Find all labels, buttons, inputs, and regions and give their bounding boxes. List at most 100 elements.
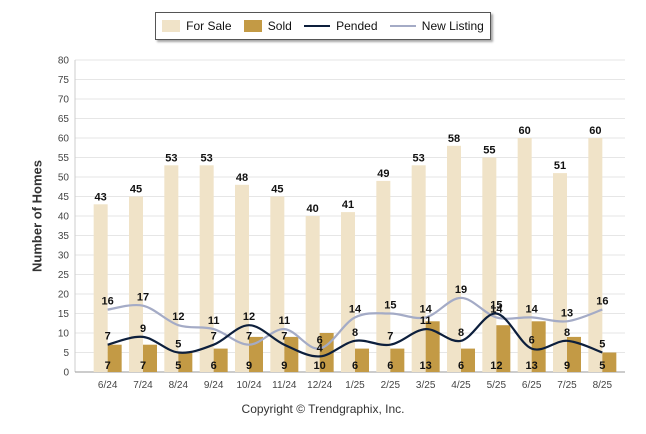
label-new-listing: 6	[317, 335, 323, 347]
label-new-listing: 11	[208, 315, 220, 327]
label-pended: 4	[317, 342, 324, 354]
y-tick-label: 0	[63, 368, 69, 379]
legend-item-new-listing[interactable]: New Listing	[389, 19, 484, 33]
legend-swatch-sold	[243, 20, 262, 32]
bar-for-sale	[588, 138, 603, 372]
y-tick-label: 55	[58, 153, 70, 164]
bar-for-sale	[517, 138, 532, 372]
bar-sold	[531, 321, 546, 372]
label-pended: 15	[490, 300, 502, 312]
y-tick-label: 15	[58, 309, 70, 320]
x-tick-label: 11/24	[272, 380, 297, 391]
legend-item-pended[interactable]: Pended	[304, 19, 378, 33]
label-pended: 8	[352, 327, 358, 339]
legend-item-for-sale[interactable]: For Sale	[162, 19, 232, 33]
label-sold: 10	[314, 360, 326, 372]
label-pended: 11	[420, 315, 432, 327]
label-new-listing: 14	[526, 303, 539, 315]
label-sold: 13	[420, 360, 432, 372]
copyright-text: Copyright © Trendgraphix, Inc.	[241, 402, 405, 416]
label-sold: 6	[352, 360, 358, 372]
label-for-sale: 41	[342, 199, 354, 211]
label-pended: 9	[140, 323, 146, 335]
bar-sold	[425, 321, 440, 372]
label-new-listing: 13	[561, 307, 573, 319]
bar-for-sale	[482, 157, 497, 372]
y-tick-label: 80	[58, 56, 70, 67]
legend-label-new-listing: New Listing	[421, 19, 484, 33]
label-pended: 7	[281, 331, 287, 343]
x-tick-label: 7/25	[557, 380, 577, 391]
y-tick-label: 10	[58, 329, 70, 340]
bar-sold	[107, 344, 122, 372]
bar-sold	[496, 325, 511, 372]
y-tick-label: 75	[58, 75, 70, 86]
y-tick-label: 20	[58, 290, 70, 301]
label-for-sale: 43	[95, 191, 107, 203]
legend: For Sale Sold Pended New Listing	[155, 12, 491, 40]
label-for-sale: 45	[271, 184, 283, 196]
bar-for-sale	[305, 216, 320, 372]
label-new-listing: 16	[102, 296, 114, 308]
label-for-sale: 58	[448, 133, 460, 145]
label-new-listing: 14	[490, 303, 503, 315]
bar-for-sale	[341, 212, 355, 372]
y-tick-label: 50	[58, 173, 70, 184]
bar-sold	[143, 344, 157, 372]
y-tick-label: 30	[58, 251, 70, 262]
legend-item-sold[interactable]: Sold	[243, 19, 292, 33]
y-tick-label: 65	[58, 114, 70, 125]
legend-label-sold: Sold	[267, 19, 292, 33]
label-new-listing: 15	[384, 300, 396, 312]
label-sold: 5	[175, 360, 181, 372]
label-sold: 6	[211, 360, 217, 372]
bar-sold	[249, 336, 263, 372]
label-new-listing: 11	[279, 315, 291, 327]
bar-sold	[390, 348, 405, 372]
label-for-sale: 53	[201, 152, 213, 164]
y-tick-label: 25	[58, 270, 70, 281]
bar-for-sale	[411, 165, 426, 372]
x-tick-label: 6/24	[98, 380, 118, 391]
x-tick-label: 2/25	[381, 380, 401, 391]
bar-for-sale	[447, 145, 461, 372]
label-for-sale: 45	[130, 184, 142, 196]
y-tick-label: 40	[58, 212, 70, 223]
label-for-sale: 49	[377, 168, 389, 180]
sold-bars	[107, 321, 617, 372]
label-sold: 6	[458, 360, 464, 372]
label-pended: 7	[211, 331, 217, 343]
line-pended	[107, 312, 603, 358]
x-tick-label: 1/25	[345, 380, 365, 391]
series-lines	[107, 296, 603, 358]
x-tick-label: 12/24	[307, 380, 332, 391]
label-for-sale: 40	[307, 203, 319, 215]
label-for-sale: 53	[413, 152, 425, 164]
bar-for-sale	[93, 204, 108, 372]
bar-sold	[461, 348, 475, 372]
bar-sold	[213, 348, 228, 372]
label-sold: 13	[526, 360, 538, 372]
x-tick-label: 7/24	[133, 380, 153, 391]
label-new-listing: 16	[596, 296, 608, 308]
label-sold: 9	[281, 360, 287, 372]
label-for-sale: 55	[483, 145, 495, 157]
x-tick-label: 8/25	[593, 380, 613, 391]
label-new-listing: 14	[349, 303, 362, 315]
legend-label-for-sale: For Sale	[186, 19, 232, 33]
label-for-sale: 51	[554, 160, 566, 172]
x-tick-label: 6/25	[522, 380, 542, 391]
x-tick-label: 8/24	[169, 380, 189, 391]
y-tick-label: 70	[58, 95, 70, 106]
label-sold: 9	[246, 360, 252, 372]
legend-swatch-for-sale	[162, 20, 181, 32]
x-tick-label: 4/25	[451, 380, 471, 391]
label-sold: 7	[105, 360, 111, 372]
bar-for-sale	[376, 180, 391, 372]
label-new-listing: 14	[420, 303, 433, 315]
label-pended: 12	[243, 311, 255, 323]
label-pended: 7	[105, 331, 111, 343]
bar-sold	[355, 348, 369, 372]
label-for-sale: 60	[589, 125, 601, 137]
y-axis-label: Number of Homes	[29, 160, 45, 272]
